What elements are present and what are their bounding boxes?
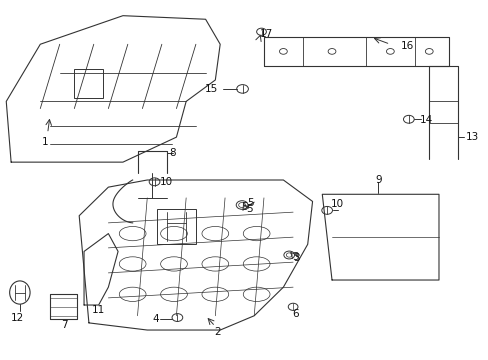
Text: 3: 3: [292, 252, 298, 262]
Text: 14: 14: [419, 115, 432, 125]
Bar: [74, 69, 103, 98]
Text: 16: 16: [400, 41, 413, 51]
Text: 10: 10: [160, 177, 173, 187]
Text: 1: 1: [42, 138, 48, 148]
Text: 5: 5: [241, 202, 247, 212]
Text: 10: 10: [330, 199, 343, 209]
Text: 6: 6: [292, 309, 298, 319]
Bar: [157, 208, 196, 244]
Text: 5: 5: [246, 198, 253, 208]
Text: 12: 12: [10, 312, 23, 323]
Text: 7: 7: [61, 320, 68, 330]
Text: 5: 5: [245, 203, 252, 213]
Text: 4: 4: [152, 314, 159, 324]
Text: 15: 15: [204, 84, 217, 94]
Text: 8: 8: [169, 148, 175, 158]
Text: 11: 11: [92, 305, 105, 315]
Text: 13: 13: [465, 132, 478, 142]
Text: 2: 2: [214, 327, 221, 337]
Text: 17: 17: [259, 28, 272, 39]
Text: 3: 3: [293, 252, 299, 262]
Text: 9: 9: [374, 175, 381, 185]
